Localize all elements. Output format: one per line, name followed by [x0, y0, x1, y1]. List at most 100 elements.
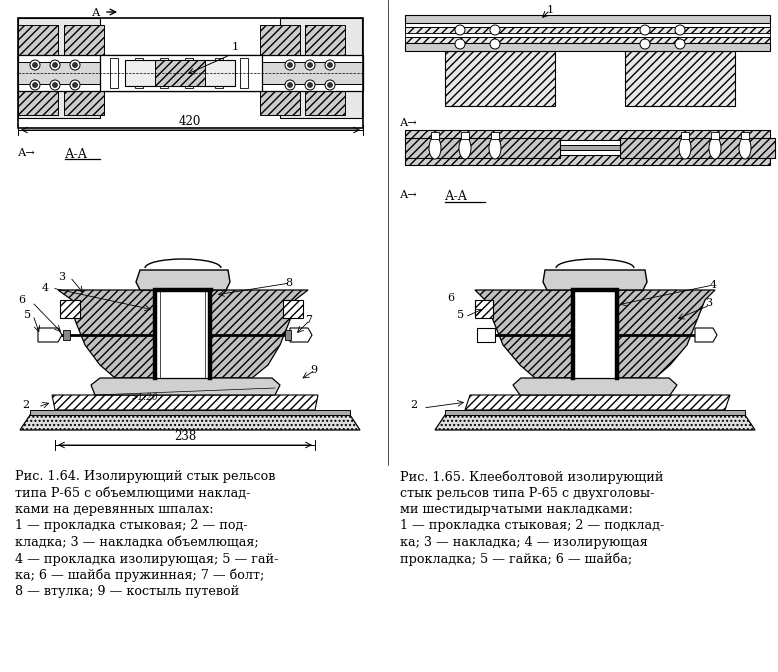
Bar — [285, 330, 291, 340]
Bar — [110, 58, 118, 88]
Text: А→: А→ — [400, 190, 418, 200]
Polygon shape — [290, 328, 312, 342]
Circle shape — [33, 62, 37, 67]
Circle shape — [72, 62, 78, 67]
Circle shape — [675, 39, 685, 49]
Text: ками на деревянных шпалах:: ками на деревянных шпалах: — [15, 503, 214, 516]
Polygon shape — [543, 270, 647, 290]
Text: 3: 3 — [705, 298, 712, 308]
Bar — [475, 300, 493, 318]
Circle shape — [640, 39, 650, 49]
Bar — [63, 330, 70, 340]
Text: 4: 4 — [710, 280, 717, 290]
Bar — [445, 410, 745, 415]
Bar — [405, 130, 770, 140]
Bar — [625, 51, 735, 106]
Bar — [445, 51, 555, 106]
Bar — [405, 37, 770, 43]
Circle shape — [50, 60, 60, 70]
Bar — [155, 60, 205, 86]
Bar — [215, 58, 223, 88]
Polygon shape — [52, 395, 318, 410]
Circle shape — [288, 62, 293, 67]
Text: 1: 1 — [232, 42, 239, 52]
Text: кладка; 3 — накладка объемлющая;: кладка; 3 — накладка объемлющая; — [15, 536, 258, 549]
Ellipse shape — [429, 137, 441, 159]
Bar — [405, 150, 770, 155]
Bar — [64, 25, 104, 115]
Circle shape — [305, 80, 315, 90]
Circle shape — [307, 62, 313, 67]
Bar — [30, 410, 350, 415]
Bar — [240, 58, 248, 88]
Text: 8: 8 — [285, 278, 292, 288]
Bar — [615, 290, 619, 380]
Text: А-А: А-А — [445, 190, 468, 203]
Circle shape — [52, 83, 58, 87]
Polygon shape — [617, 290, 715, 378]
Bar — [18, 18, 363, 128]
Bar — [405, 145, 770, 150]
Bar — [681, 132, 689, 139]
Bar — [405, 27, 770, 33]
Bar — [405, 15, 770, 23]
Text: 6: 6 — [447, 293, 454, 303]
Text: 2: 2 — [22, 400, 29, 410]
Circle shape — [72, 83, 78, 87]
Bar — [571, 290, 575, 380]
Text: 7: 7 — [305, 315, 312, 325]
Bar — [405, 23, 770, 27]
Text: ми шестидырчатыми накладками:: ми шестидырчатыми накладками: — [400, 503, 633, 516]
Text: 238: 238 — [173, 430, 196, 443]
Text: 5: 5 — [24, 310, 32, 320]
Bar — [155, 290, 210, 378]
Bar — [405, 138, 560, 158]
Circle shape — [490, 39, 500, 49]
Text: 1 — прокладка стыковая; 2 — под-: 1 — прокладка стыковая; 2 — под- — [15, 519, 247, 532]
Text: А-А: А-А — [65, 148, 88, 161]
Circle shape — [70, 80, 80, 90]
Polygon shape — [465, 395, 730, 410]
Text: А→: А→ — [400, 118, 418, 128]
Circle shape — [70, 60, 80, 70]
Polygon shape — [435, 415, 755, 430]
Text: ка; 6 — шайба пружинная; 7 — болт;: ка; 6 — шайба пружинная; 7 — болт; — [15, 569, 265, 583]
Bar — [405, 43, 770, 51]
Bar — [571, 288, 619, 292]
Bar — [18, 18, 100, 118]
Bar — [431, 132, 439, 139]
Text: А→: А→ — [18, 148, 36, 158]
Circle shape — [307, 83, 313, 87]
Text: Рис. 1.65. Клееболтовой изолирующий: Рис. 1.65. Клееболтовой изолирующий — [400, 470, 664, 483]
Circle shape — [325, 80, 335, 90]
Polygon shape — [475, 290, 573, 378]
Circle shape — [285, 60, 295, 70]
Bar — [491, 132, 499, 139]
Text: 8 — втулка; 9 — костыль путевой: 8 — втулка; 9 — костыль путевой — [15, 585, 240, 599]
Text: 420: 420 — [179, 115, 202, 128]
Polygon shape — [91, 378, 280, 395]
Circle shape — [325, 60, 335, 70]
Polygon shape — [513, 378, 677, 395]
Polygon shape — [38, 328, 62, 342]
Polygon shape — [136, 270, 230, 290]
Ellipse shape — [709, 137, 721, 159]
Bar — [208, 290, 212, 380]
Bar — [135, 58, 143, 88]
Text: >1:20: >1:20 — [130, 393, 158, 402]
Text: типа Р-65 с объемлющими наклад-: типа Р-65 с объемлющими наклад- — [15, 487, 251, 499]
Circle shape — [455, 25, 465, 35]
Bar — [18, 62, 363, 84]
Circle shape — [305, 60, 315, 70]
Bar — [100, 55, 262, 91]
Text: 4 — прокладка изолирующая; 5 — гай-: 4 — прокладка изолирующая; 5 — гай- — [15, 552, 279, 566]
Text: А: А — [92, 8, 100, 18]
Bar — [405, 140, 770, 145]
Circle shape — [30, 80, 40, 90]
Bar — [405, 33, 770, 37]
Text: 2: 2 — [410, 400, 417, 410]
Ellipse shape — [459, 137, 471, 159]
Circle shape — [455, 39, 465, 49]
Bar — [160, 58, 168, 88]
Ellipse shape — [739, 137, 751, 159]
